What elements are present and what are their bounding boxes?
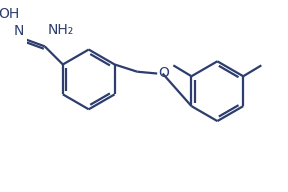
Text: N: N — [14, 24, 24, 38]
Text: NH₂: NH₂ — [48, 23, 74, 37]
Text: O: O — [158, 66, 169, 80]
Text: OH: OH — [0, 7, 19, 21]
